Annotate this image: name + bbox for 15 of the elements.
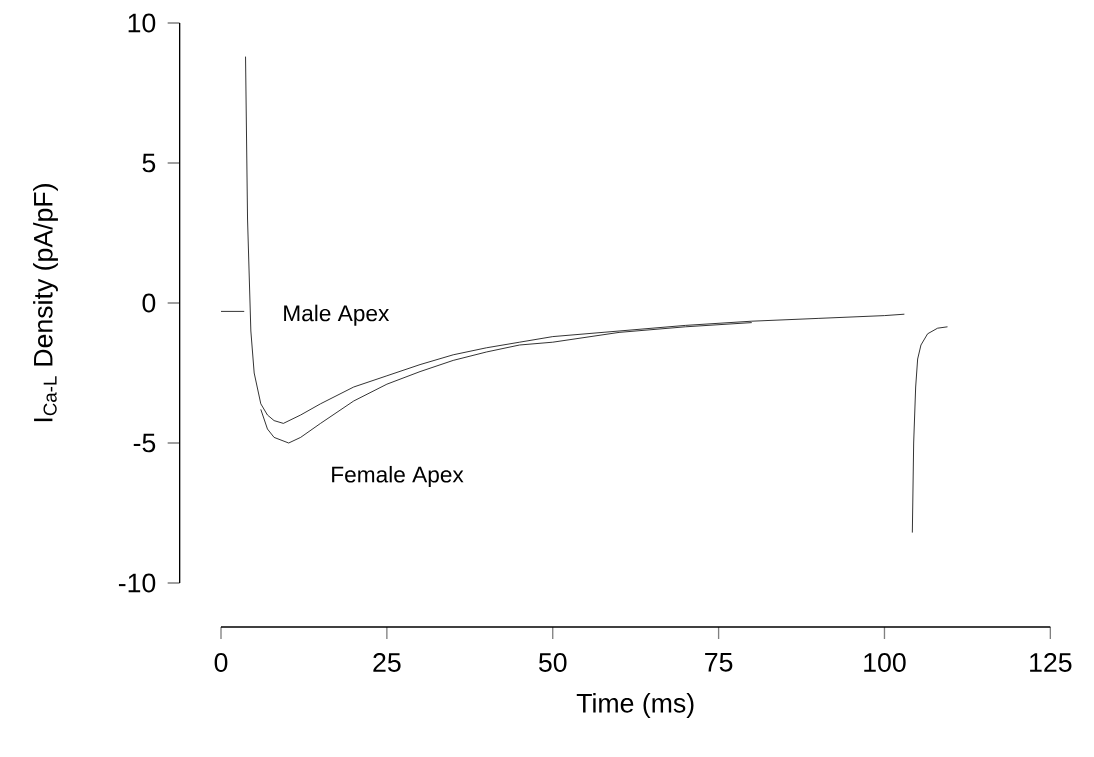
y-tick-label: 10 (128, 13, 156, 33)
y-axis-title: I$_{Ca-L}$ Density (pA/pF) (33, 184, 58, 422)
x-axis-title: Time (ms) (576, 693, 694, 718)
x-tick-label: 0 (214, 653, 228, 672)
y-tick-label: -10 (118, 573, 156, 593)
x-tick-label: 125 (1030, 653, 1072, 672)
x-tick-label: 100 (864, 653, 906, 672)
y-tick-label: 5 (142, 153, 156, 173)
y-tick-label: -5 (133, 433, 156, 453)
x-tick-label: 75 (705, 653, 733, 672)
series-label: Male Apex (284, 304, 390, 326)
y-tick-label: 0 (142, 293, 156, 313)
x-tick-label: 50 (538, 653, 567, 672)
x-tick-label: 25 (373, 653, 401, 672)
series-label: Female Apex (332, 465, 464, 488)
